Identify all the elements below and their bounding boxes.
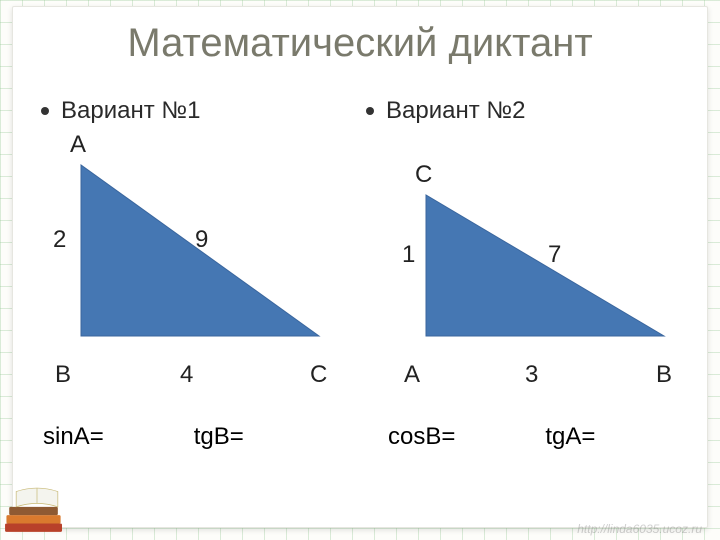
variant-1-figure: А 2 9 В 4 С sinA= tgB= [35, 131, 360, 471]
variant-2-figure: С 1 7 А 3 В cosB= tgA= [360, 131, 685, 471]
books-decoration-icon [2, 486, 72, 536]
side-label-base: 4 [180, 361, 193, 389]
white-paper-sheet: Математический диктант Вариант №1 А 2 9 … [12, 6, 708, 528]
question-tgA: tgA= [545, 423, 595, 451]
watermark-link: http://linda6035.ucoz.ru [577, 522, 702, 536]
vertex-label-B2: В [656, 361, 672, 389]
triangle-2 [422, 191, 672, 341]
vertex-label-A: А [70, 131, 86, 159]
variant-1-heading: Вариант №1 [61, 97, 200, 125]
vertex-label-A2: А [404, 361, 420, 389]
variant-2-heading-row: Вариант №2 [366, 97, 685, 125]
content-columns: Вариант №1 А 2 9 В 4 С sinA= tgB= [35, 97, 685, 527]
vertex-label-C2: С [415, 161, 432, 189]
variant-2-questions: cosB= tgA= [388, 423, 685, 451]
question-tgB: tgB= [194, 423, 244, 451]
question-cosB: cosB= [388, 423, 455, 451]
variant-1-questions: sinA= tgB= [43, 423, 334, 451]
side-label-hypotenuse: 9 [195, 226, 208, 254]
bullet-icon [41, 107, 49, 115]
variant-1-heading-row: Вариант №1 [41, 97, 360, 125]
side-label-hypotenuse-2: 7 [548, 241, 561, 269]
vertex-label-C: С [310, 361, 327, 389]
side-label-vertical: 2 [53, 226, 66, 254]
variant-2-column: Вариант №2 С 1 7 А 3 В cosB= tgA= [360, 97, 685, 527]
question-sinA: sinA= [43, 423, 104, 451]
variant-1-column: Вариант №1 А 2 9 В 4 С sinA= tgB= [35, 97, 360, 527]
slide-title: Математический диктант [13, 21, 707, 66]
side-label-base-2: 3 [525, 361, 538, 389]
side-label-vertical-2: 1 [402, 241, 415, 269]
bullet-icon [366, 107, 374, 115]
vertex-label-B: В [55, 361, 71, 389]
variant-2-heading: Вариант №2 [386, 97, 525, 125]
